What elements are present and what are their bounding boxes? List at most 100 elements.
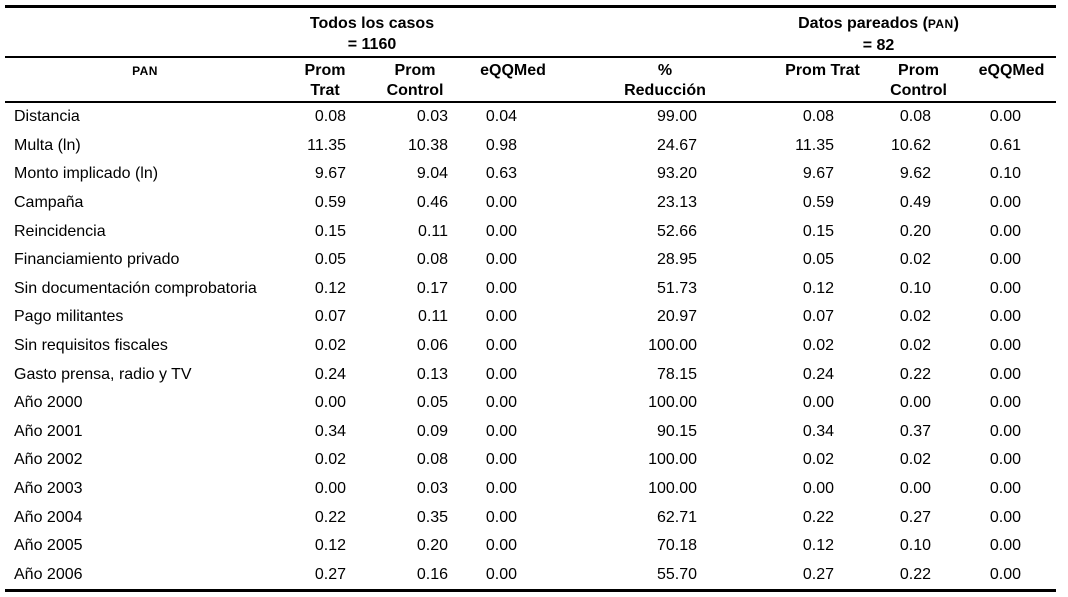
value-cell: 0.05 <box>314 251 346 269</box>
row-label: Año 2004 <box>14 508 83 526</box>
value-cell: 0.63 <box>485 165 517 183</box>
value-cell: 0.27 <box>802 565 834 583</box>
table-row: Sin documentación comprobatoria 0.12 0.17 0… <box>5 275 1056 304</box>
value-cell: 0.20 <box>899 222 931 240</box>
value-cell: 0.06 <box>416 337 448 355</box>
value-cell: 20.97 <box>656 308 697 326</box>
group-count: = 1160 <box>347 36 397 53</box>
value-cell: 0.00 <box>989 279 1022 297</box>
value-cell: 10.38 <box>407 136 448 154</box>
table-row: Financiamiento privado 0.05 0.08 0.00 28.95 0… <box>5 246 1056 275</box>
value-cell: 0.02 <box>899 251 931 269</box>
row-label: Monto implicado (ln) <box>14 165 159 183</box>
value-cell: 23.13 <box>656 194 697 212</box>
value-cell: 0.17 <box>416 279 448 297</box>
column-header-pct-reduccion: % Reducción <box>521 57 706 103</box>
value-cell: 0.00 <box>989 365 1022 383</box>
value-cell: 0.13 <box>416 365 448 383</box>
value-cell: 24.67 <box>656 136 697 154</box>
column-header-text: Prom Trat <box>292 58 358 101</box>
value-cell: 0.49 <box>899 194 931 212</box>
value-cell: 0.09 <box>416 422 448 440</box>
table-body: Distancia 0.08 0.03 0.04 99.00 0.08 0.08 0.00 Mu… <box>5 102 1056 591</box>
column-header-pan: PAN <box>5 57 285 103</box>
stats-table: Todos los casos = 1160 Datos pareados (P… <box>5 5 1057 593</box>
value-cell: 0.00 <box>485 365 517 383</box>
column-header-label: PAN <box>132 64 158 78</box>
value-cell: 0.24 <box>314 365 346 383</box>
value-cell: 0.59 <box>802 194 834 212</box>
value-cell: 0.00 <box>802 394 834 412</box>
value-cell: 0.10 <box>899 279 931 297</box>
value-cell: 70.18 <box>656 537 697 555</box>
table-row: Monto implicado (ln) 9.67 9.04 0.63 93.20 9.6… <box>5 160 1056 189</box>
value-cell: 0.00 <box>989 537 1022 555</box>
group-title-prefix: Datos pareados ( <box>798 15 928 32</box>
value-cell: 0.00 <box>899 480 931 498</box>
table-row: Multa (ln) 11.35 10.38 0.98 24.67 11.35 10.62 0… <box>5 132 1056 161</box>
group-header-matched-text: Datos pareados (PAN) = 82 <box>701 8 1056 56</box>
value-cell: 0.03 <box>416 480 448 498</box>
value-cell: 0.08 <box>899 108 931 126</box>
group-header-spacer <box>451 6 521 58</box>
value-cell: 0.22 <box>899 565 931 583</box>
table-row: Campaña 0.59 0.46 0.00 23.13 0.59 0.49 0.00 <box>5 189 1056 218</box>
row-label: Año 2001 <box>14 422 83 440</box>
value-cell: 0.46 <box>416 194 448 212</box>
value-cell: 0.03 <box>416 108 448 126</box>
table-row: Año 2005 0.12 0.20 0.00 70.18 0.12 0.10 0.00 <box>5 532 1056 561</box>
value-cell: 0.12 <box>314 279 346 297</box>
group-header-matched: Datos pareados (PAN) = 82 <box>701 6 1057 58</box>
value-cell: 0.04 <box>485 108 517 126</box>
row-label: Año 2006 <box>14 565 83 583</box>
table-row: Año 2003 0.00 0.03 0.00 100.00 0.00 0.00 0.00 <box>5 475 1056 504</box>
row-label: Sin requisitos fiscales <box>14 337 168 355</box>
value-cell: 0.00 <box>989 451 1022 469</box>
value-cell: 0.34 <box>314 422 346 440</box>
row-label: Año 2002 <box>14 451 83 469</box>
group-title-suffix: ) <box>953 15 959 32</box>
column-header-prom-trat-matched: Prom Trat <box>701 57 860 103</box>
value-cell: 100.00 <box>648 337 697 355</box>
value-cell: 0.00 <box>485 394 517 412</box>
value-cell: 9.67 <box>314 165 346 183</box>
column-header-text: eQQMed <box>950 58 1068 81</box>
value-cell: 0.08 <box>416 451 448 469</box>
value-cell: 0.00 <box>899 394 931 412</box>
group-header-spacer <box>5 6 285 58</box>
column-header-line2: Control <box>890 82 947 99</box>
value-cell: 0.00 <box>485 422 517 440</box>
column-header-line1: % <box>657 62 673 79</box>
value-cell: 0.00 <box>485 308 517 326</box>
column-header-text: Prom Trat <box>755 58 890 81</box>
group-header-row: Todos los casos = 1160 Datos pareados (P… <box>5 6 1057 58</box>
value-cell: 0.24 <box>802 365 834 383</box>
group-count: = 82 <box>862 37 895 54</box>
column-header-line1: Prom <box>394 62 436 79</box>
row-label: Pago militantes <box>14 308 124 326</box>
group-title: Todos los casos <box>309 15 435 32</box>
value-cell: 0.02 <box>899 451 931 469</box>
value-cell: 0.08 <box>802 108 834 126</box>
table-row: Año 2004 0.22 0.35 0.00 62.71 0.22 0.27 0.00 <box>5 503 1056 532</box>
value-cell: 0.00 <box>485 508 517 526</box>
group-title: Datos pareados (PAN) <box>701 13 1056 35</box>
value-cell: 0.16 <box>416 565 448 583</box>
value-cell: 100.00 <box>648 394 697 412</box>
value-cell: 9.62 <box>899 165 931 183</box>
group-header-spacer <box>521 6 701 58</box>
value-cell: 93.20 <box>656 165 697 183</box>
value-cell: 0.22 <box>314 508 346 526</box>
value-cell: 0.00 <box>314 394 346 412</box>
column-header-line1: eQQMed <box>978 62 1045 79</box>
value-cell: 0.12 <box>314 537 346 555</box>
column-header-line2: Reducción <box>624 82 706 99</box>
value-cell: 90.15 <box>656 422 697 440</box>
value-cell: 0.12 <box>802 537 834 555</box>
column-header-text: Prom Control <box>870 58 967 101</box>
value-cell: 0.05 <box>416 394 448 412</box>
column-header-text: Prom Control <box>365 58 465 101</box>
column-header-text: % Reducción <box>575 58 755 101</box>
value-cell: 99.00 <box>656 108 697 126</box>
value-cell: 0.00 <box>485 537 517 555</box>
